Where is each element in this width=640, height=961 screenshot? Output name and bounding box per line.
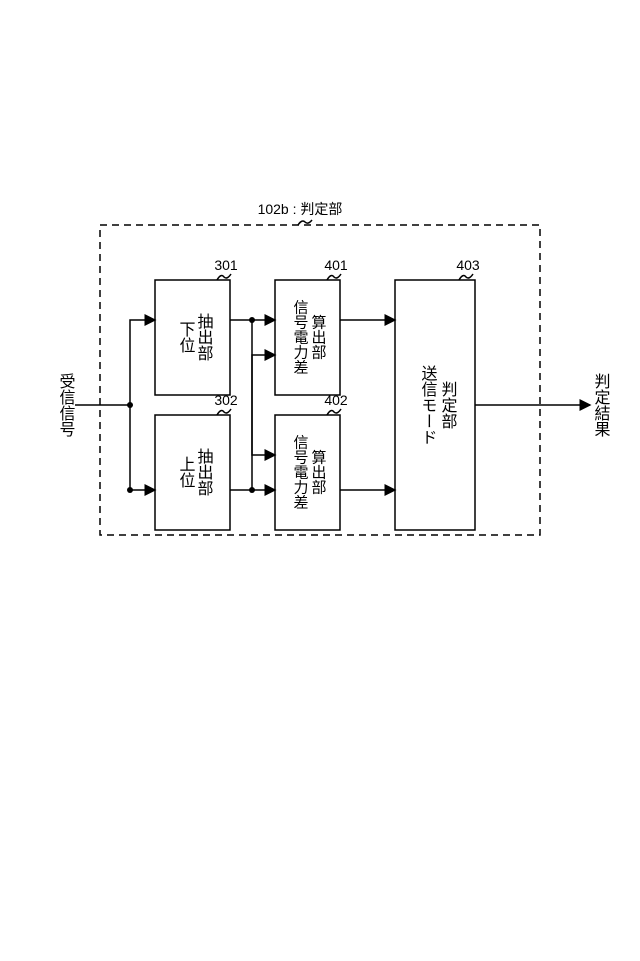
block-302-id: 302 bbox=[214, 392, 238, 408]
block-301: 301 下位 抽出部 bbox=[155, 257, 238, 395]
block-401-label-2: 算出部 bbox=[310, 314, 327, 360]
wire-cross-up bbox=[252, 355, 275, 490]
junction-dot bbox=[127, 487, 133, 493]
block-403: 403 送信モード 判定部 bbox=[395, 257, 480, 530]
wire-split-dn bbox=[130, 405, 155, 490]
block-301-id: 301 bbox=[214, 257, 238, 273]
diagram-canvas: 102b : 判定部 301 下位 抽出部 302 上位 抽出部 401 信号電… bbox=[0, 0, 640, 961]
tilde-403 bbox=[459, 274, 473, 280]
block-403-label-1: 送信モード bbox=[419, 365, 438, 445]
block-302-label-2: 抽出部 bbox=[195, 448, 214, 496]
junction-dot bbox=[249, 487, 255, 493]
tilde-401 bbox=[327, 274, 341, 280]
block-403-label-2: 判定部 bbox=[439, 381, 458, 429]
wire-cross-dn bbox=[252, 320, 275, 455]
block-402-label-1: 信号電力差 bbox=[292, 435, 309, 510]
tilde-402 bbox=[327, 409, 341, 415]
wire-split-up bbox=[130, 320, 155, 405]
block-302-label-1: 上位 bbox=[177, 456, 196, 488]
junction-dot bbox=[249, 317, 255, 323]
block-302: 302 上位 抽出部 bbox=[155, 392, 238, 530]
frame-label: 102b : 判定部 bbox=[258, 201, 343, 217]
tilde-302 bbox=[217, 409, 231, 415]
block-402-id: 402 bbox=[324, 392, 348, 408]
block-401-id: 401 bbox=[324, 257, 348, 273]
block-401-label-1: 信号電力差 bbox=[292, 300, 309, 375]
tilde-301 bbox=[217, 274, 231, 280]
block-403-id: 403 bbox=[456, 257, 480, 273]
block-402-label-2: 算出部 bbox=[310, 449, 327, 495]
output-label: 判定結果 bbox=[592, 373, 611, 437]
block-301-label-2: 抽出部 bbox=[195, 313, 214, 361]
junction-dot bbox=[127, 402, 133, 408]
block-402: 402 信号電力差 算出部 bbox=[275, 392, 348, 530]
input-label: 受信信号 bbox=[57, 373, 76, 438]
block-301-label-1: 下位 bbox=[177, 321, 196, 353]
block-401: 401 信号電力差 算出部 bbox=[275, 257, 348, 395]
